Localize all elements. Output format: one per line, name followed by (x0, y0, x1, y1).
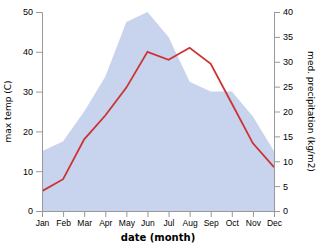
tick-label: 10 (23, 167, 33, 177)
tick-mark (274, 186, 280, 187)
tick-mark (36, 12, 42, 13)
tick-label: 0 (283, 206, 288, 216)
tick: 30 (23, 87, 42, 97)
y-axis-title: max temp (C) (3, 80, 13, 142)
tick: 25 (274, 82, 293, 92)
tick: 50 (23, 7, 42, 17)
x-axis-title: date (month) (121, 232, 195, 243)
tick-mark (105, 211, 106, 217)
tick-label: Jun (141, 218, 155, 228)
tick-mark (36, 131, 42, 132)
tick-mark (147, 211, 148, 217)
tick-label: Mar (77, 218, 92, 228)
tick-mark (36, 52, 42, 53)
tick: 20 (23, 127, 42, 137)
tick-mark (84, 211, 85, 217)
x-axis: Jan Feb Mar Apr May Jun Jul Aug Sep Oct Nov Dec (36, 211, 283, 228)
tick: Apr (99, 211, 112, 228)
tick: 40 (274, 7, 293, 17)
tick-mark (36, 92, 42, 93)
tick: 15 (274, 132, 293, 142)
axis-line (43, 212, 275, 218)
tick: 30 (274, 57, 293, 67)
marks (42, 12, 274, 211)
tick: Feb (56, 211, 71, 228)
tick: Oct (226, 211, 240, 228)
tick: Sep (204, 211, 219, 228)
tick-label: 0 (28, 206, 33, 216)
tick-label: 30 (283, 57, 293, 67)
tick: 10 (274, 157, 293, 167)
tick-label: 15 (283, 132, 293, 142)
tick-label: 20 (23, 127, 33, 137)
tick-label: 10 (283, 157, 293, 167)
tick-label: May (119, 218, 136, 228)
chart: JanFebMarAprMayJunJulAugSepOctNovDec0102… (0, 0, 318, 247)
tick: Nov (246, 211, 262, 228)
tick-mark (36, 211, 42, 212)
tick: Jan (36, 211, 50, 228)
tick-label: Apr (99, 218, 112, 228)
tick-mark (274, 37, 280, 38)
temperature-line (42, 48, 274, 191)
tick-label: 35 (283, 32, 293, 42)
tick-mark (274, 211, 280, 212)
tick: 5 (274, 182, 288, 192)
tick-label: 25 (283, 82, 293, 92)
tick: Dec (267, 211, 283, 228)
tick-mark (274, 62, 280, 63)
tick-mark (253, 211, 254, 217)
tick-label: Dec (267, 218, 283, 228)
tick-label: Feb (56, 218, 71, 228)
y2-axis-title: med. precipitation (kg/m2) (306, 51, 316, 172)
tick-label: Jul (164, 218, 175, 228)
tick: 20 (274, 107, 293, 117)
tick-label: 40 (283, 7, 293, 17)
tick: May (119, 211, 136, 228)
tick-label: Aug (183, 218, 198, 228)
axis-line (275, 13, 281, 212)
tick: Aug (183, 211, 198, 228)
tick-label: 50 (23, 7, 33, 17)
tick-mark (274, 87, 280, 88)
tick: 10 (23, 167, 42, 177)
tick-label: 20 (283, 107, 293, 117)
tick: Jun (141, 211, 155, 228)
tick-mark (274, 12, 280, 13)
tick: Jul (164, 211, 175, 228)
tick: Mar (77, 211, 92, 228)
tick-mark (63, 211, 64, 217)
y2-axis: 0 5 10 15 20 25 30 35 40 (274, 7, 293, 216)
tick-label: 5 (283, 182, 288, 192)
tick-label: Jan (36, 218, 50, 228)
tick: 0 (28, 206, 42, 216)
tick-mark (36, 171, 42, 172)
tick: 35 (274, 32, 293, 42)
tick-mark (274, 112, 280, 113)
tick-mark (232, 211, 233, 217)
axis-line (36, 13, 43, 212)
tick-mark (274, 161, 280, 162)
tick: 0 (274, 206, 288, 216)
tick-label: 30 (23, 87, 33, 97)
tick-mark (211, 211, 212, 217)
tick: 40 (23, 47, 42, 57)
tick-mark (190, 211, 191, 217)
tick-label: Sep (204, 218, 219, 228)
tick-mark (274, 136, 280, 137)
tick-mark (126, 211, 127, 217)
precipitation-area (42, 12, 274, 211)
tick-label: 40 (23, 47, 33, 57)
tick-mark (169, 211, 170, 217)
y-axis: 0 10 20 30 40 50 (23, 7, 43, 216)
tick-label: Nov (246, 218, 262, 228)
plot: JanFebMarAprMayJunJulAugSepOctNovDec0102… (23, 7, 293, 228)
tick-label: Oct (226, 218, 240, 228)
